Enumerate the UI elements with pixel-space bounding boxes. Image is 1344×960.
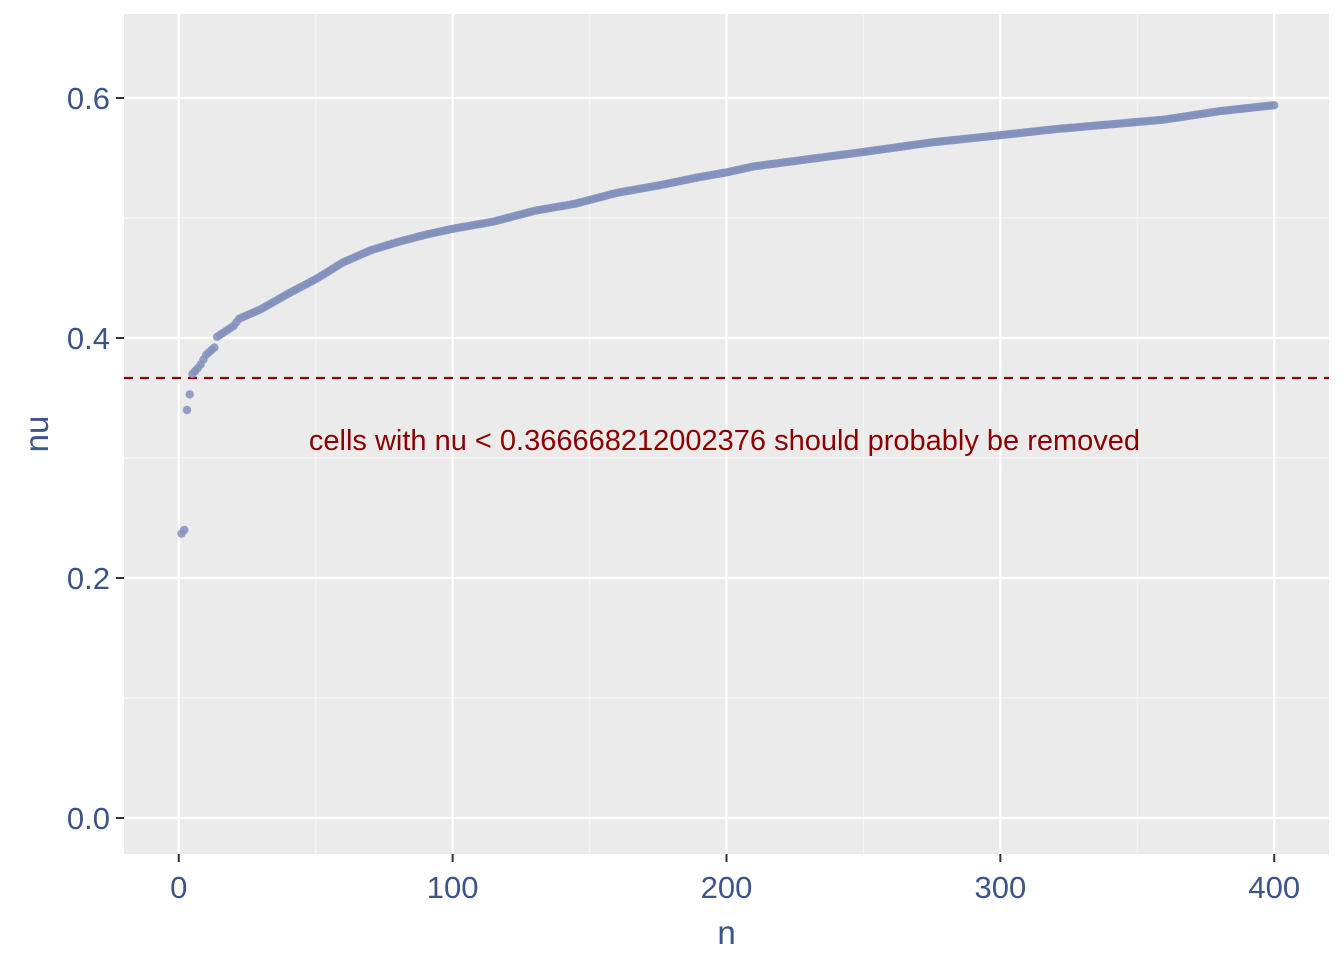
data-point	[185, 390, 194, 399]
data-point	[210, 343, 219, 352]
x-tick-label: 300	[974, 870, 1026, 905]
data-point	[1270, 101, 1279, 110]
data-points	[177, 101, 1279, 538]
x-tick-label: 0	[170, 870, 187, 905]
y-tick-label: 0.0	[67, 801, 110, 836]
x-tick-labels: 0 100 200 300 400	[170, 870, 1300, 905]
x-tick-label: 400	[1248, 870, 1300, 905]
axis-ticks	[116, 97, 1276, 862]
threshold-annotation: cells with nu < 0.366668212002376 should…	[309, 425, 1140, 457]
x-tick-label: 100	[427, 870, 479, 905]
y-tick-label: 0.4	[67, 321, 110, 356]
y-tick-label: 0.2	[67, 561, 110, 596]
major-grid	[124, 14, 1329, 854]
x-tick-label: 200	[701, 870, 753, 905]
y-tick-label: 0.6	[67, 81, 110, 116]
y-axis-title: nu	[18, 416, 55, 453]
data-point	[182, 405, 192, 415]
y-tick-labels: 0.0 0.2 0.4 0.6	[67, 81, 110, 836]
data-point	[180, 525, 189, 535]
x-axis-title: n	[717, 914, 735, 951]
